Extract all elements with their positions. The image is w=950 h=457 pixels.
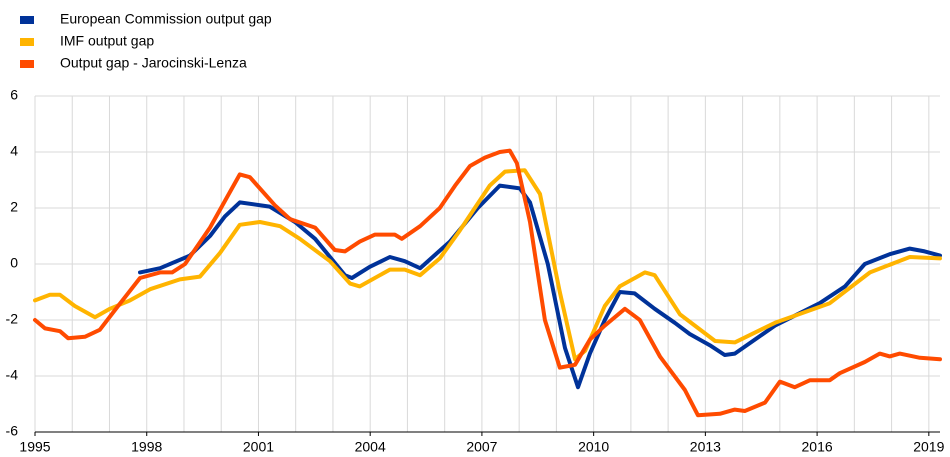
x-tick-label: 1998	[131, 439, 162, 455]
legend-label: IMF output gap	[60, 33, 154, 49]
x-tick-label: 2007	[466, 439, 497, 455]
y-tick-label: 2	[10, 199, 18, 215]
y-tick-label: 6	[10, 87, 18, 103]
y-tick-label: 4	[10, 143, 18, 159]
x-tick-label: 2010	[578, 439, 609, 455]
legend-label: European Commission output gap	[60, 11, 272, 27]
line-series	[33, 168, 942, 362]
y-tick-label: -4	[6, 367, 19, 383]
x-tick-label: 2013	[690, 439, 721, 455]
y-tick-label: -6	[6, 423, 19, 439]
x-tick-label: 2016	[802, 439, 833, 455]
legend-swatch	[20, 38, 34, 46]
y-tick-label: 0	[10, 255, 18, 271]
x-tick-label: 2001	[243, 439, 274, 455]
x-tick-label: 2004	[355, 439, 386, 455]
y-tick-label: -2	[6, 311, 19, 327]
legend-swatch	[20, 16, 34, 24]
x-tick-label: 2019	[913, 439, 944, 455]
x-tick-label: 1995	[19, 439, 50, 455]
legend-label: Output gap - Jarocinski-Lenza	[60, 55, 247, 71]
legend-swatch	[20, 60, 34, 68]
line-series	[33, 148, 942, 418]
